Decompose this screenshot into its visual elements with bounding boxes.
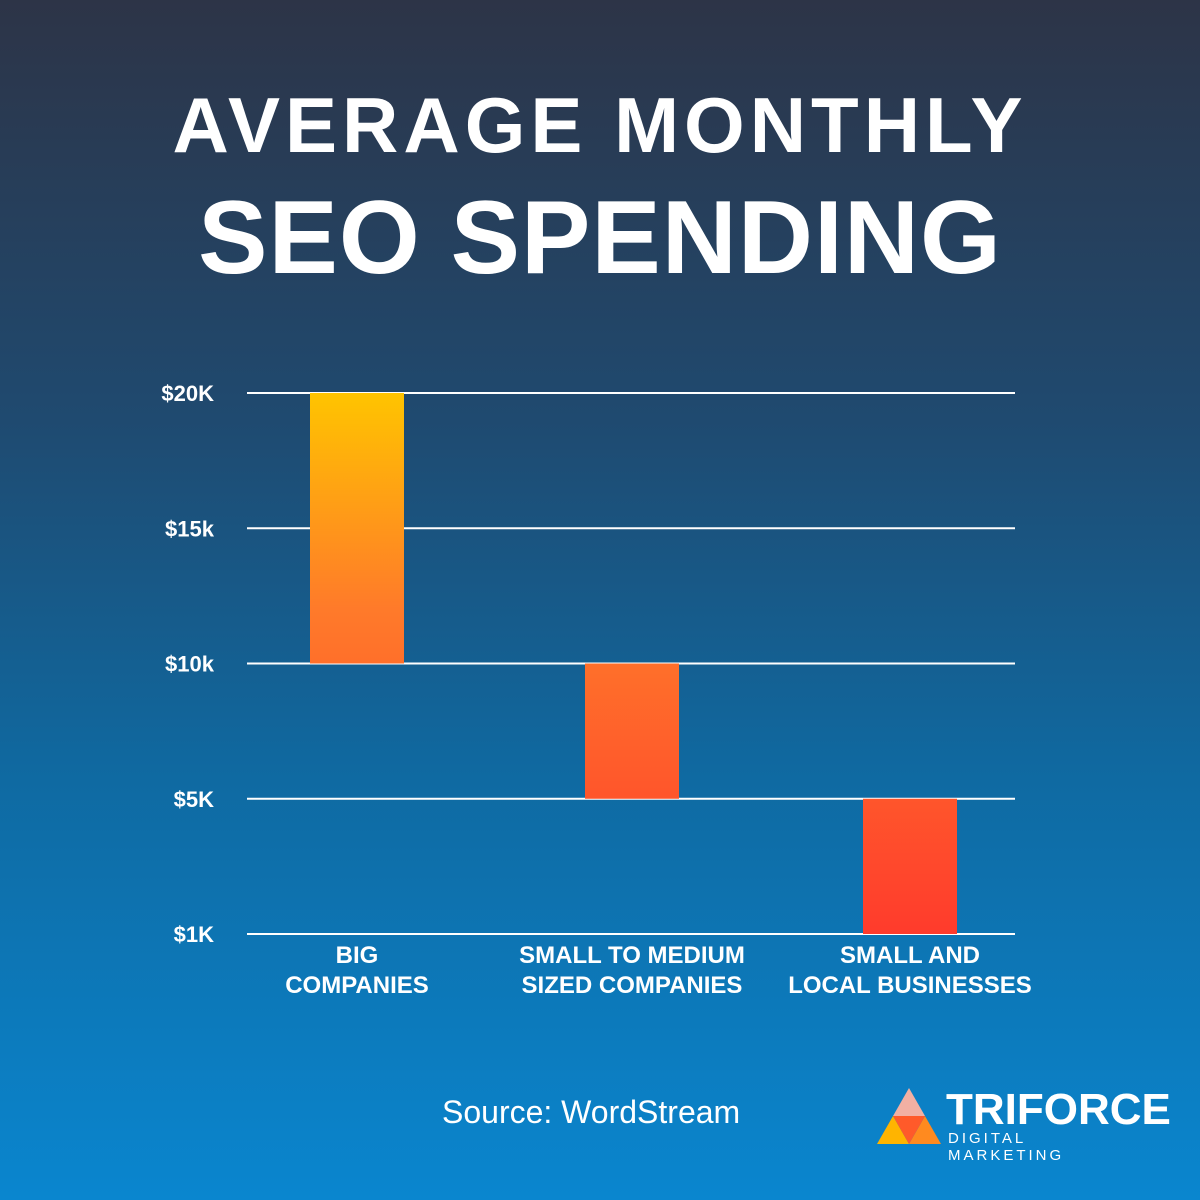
category-label: SMALL AND xyxy=(840,942,980,969)
category-label: COMPANIES xyxy=(285,972,429,999)
category-label: LOCAL BUSINESSES xyxy=(788,972,1032,999)
category-label: SMALL TO MEDIUM xyxy=(519,942,745,969)
chart-title-line-1: AVERAGE MONTHLY xyxy=(172,81,1028,169)
labels: $20K $15k $10k $5K $1K BIG COMPANIES SMALL TO M… xyxy=(161,381,1031,999)
chart-title-line-2: SEO SPENDING xyxy=(198,180,1002,296)
triforce-logo: TRIFORCE DIGITAL MARKETING xyxy=(876,1088,1171,1164)
bars xyxy=(310,393,957,934)
y-tick-label: $15k xyxy=(165,516,215,541)
bar xyxy=(585,663,679,799)
source-note: Source: WordStream xyxy=(442,1094,741,1130)
category-label: BIG xyxy=(336,942,379,969)
logo-subtitle: DIGITAL MARKETING xyxy=(948,1130,1065,1164)
y-tick-label: $5K xyxy=(174,787,214,812)
y-tick-label: $1K xyxy=(174,922,214,947)
bar xyxy=(863,798,957,934)
logo-name: TRIFORCE xyxy=(946,1085,1171,1134)
triforce-triangle-icon xyxy=(877,1088,941,1144)
y-tick-label: $10k xyxy=(165,652,215,677)
bar xyxy=(310,393,404,664)
y-tick-label: $20K xyxy=(161,381,214,406)
category-label: SIZED COMPANIES xyxy=(522,972,743,999)
chart-title: AVERAGE MONTHLY SEO SPENDING xyxy=(0,86,1200,290)
